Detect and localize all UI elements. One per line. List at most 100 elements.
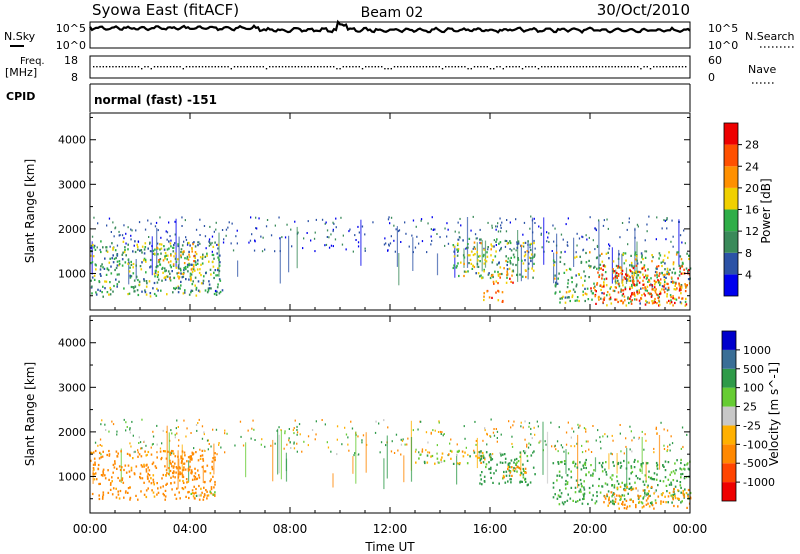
freq-point — [355, 66, 357, 68]
echo-cell — [208, 244, 210, 247]
echo-cell — [606, 304, 608, 307]
echo-cell — [162, 271, 164, 274]
echo-cell — [507, 468, 509, 471]
echo-cell — [143, 465, 145, 468]
echo-cell — [639, 469, 642, 472]
echo-cell — [640, 261, 642, 264]
echo-cell — [153, 252, 156, 255]
echo-cell — [676, 459, 678, 462]
echo-cell — [180, 256, 182, 259]
echo-cell — [632, 281, 634, 284]
echo-cell — [602, 301, 604, 304]
freq-point — [214, 66, 216, 68]
echo-cell — [602, 461, 604, 465]
freq-point — [256, 66, 258, 68]
echo-cell — [215, 291, 218, 294]
freq-point — [573, 66, 575, 68]
freq-point — [457, 66, 460, 68]
echo-cell — [225, 234, 227, 237]
echo-cell — [164, 278, 167, 281]
echo-cell — [672, 490, 675, 493]
echo-cell — [341, 443, 343, 446]
echo-cell — [538, 225, 540, 228]
echo-cell — [683, 495, 686, 498]
echo-cell — [452, 462, 455, 465]
echo-cell — [681, 265, 683, 268]
echo-cell — [519, 273, 521, 276]
echo-cell — [642, 480, 645, 483]
echo-cell — [628, 477, 631, 480]
echo-cell — [499, 461, 502, 464]
echo-cell — [505, 281, 508, 284]
freq-point — [336, 68, 338, 70]
echo-cell — [682, 494, 685, 497]
freq-point — [493, 68, 495, 70]
echo-cell — [688, 254, 690, 257]
echo-cell — [224, 451, 226, 454]
echo-cell — [354, 452, 356, 455]
echo-cell — [670, 299, 672, 302]
echo-cell — [559, 489, 561, 492]
echo-cell — [180, 254, 182, 257]
echo-cell — [108, 454, 111, 457]
echo-cell — [635, 487, 637, 490]
echo-cell — [506, 270, 508, 273]
echo-cell — [236, 229, 238, 232]
echo-cell — [491, 245, 493, 248]
echo-cell — [617, 482, 620, 485]
echo-cell — [582, 248, 585, 251]
echo-cell — [596, 494, 598, 498]
echo-cell — [94, 463, 96, 466]
echo-cell — [105, 280, 108, 283]
echo-cell — [278, 426, 280, 429]
echo-cell — [658, 272, 661, 275]
echo-cell — [141, 245, 144, 248]
echo-cell — [133, 287, 135, 290]
echo-cell — [150, 265, 152, 268]
echo-cell — [666, 429, 669, 432]
freq-point — [99, 66, 101, 68]
echo-cell — [152, 491, 155, 494]
echo-cell — [681, 472, 684, 476]
echo-cell — [199, 218, 201, 221]
echo-cell — [206, 464, 209, 467]
echo-cell — [643, 276, 645, 279]
echo-cell — [195, 252, 198, 256]
echo-cell — [283, 447, 285, 450]
echo-cell — [647, 484, 649, 487]
echo-cell — [286, 443, 288, 446]
echo-cell — [228, 221, 230, 224]
echo-cell — [492, 259, 494, 262]
echo-cell — [383, 243, 386, 246]
echo-cell — [120, 450, 122, 453]
echo-streak — [245, 442, 247, 478]
echo-cell — [506, 219, 508, 221]
echo-cell — [98, 457, 101, 460]
echo-cell — [143, 493, 146, 496]
echo-cell — [177, 243, 179, 246]
echo-cell — [510, 249, 513, 252]
echo-cell — [512, 281, 514, 284]
echo-cell — [262, 236, 264, 239]
echo-cell — [509, 277, 511, 280]
noise-left-tick-top: 10^5 — [56, 22, 86, 35]
power-data — [90, 215, 692, 307]
echo-cell — [177, 264, 180, 267]
echo-cell — [467, 453, 469, 456]
echo-cell — [179, 287, 181, 290]
echo-cell — [644, 494, 647, 497]
echo-cell — [456, 450, 459, 453]
echo-cell — [668, 273, 670, 276]
echo-cell — [688, 257, 690, 261]
echo-cell — [628, 279, 630, 282]
echo-cell — [486, 251, 488, 254]
echo-cell — [500, 224, 502, 227]
echo-streak — [202, 465, 204, 483]
freq-point — [534, 66, 536, 68]
echo-cell — [133, 244, 135, 247]
echo-cell — [184, 468, 187, 471]
echo-cell — [380, 441, 383, 444]
echo-cell — [198, 494, 201, 497]
echo-cell — [210, 445, 212, 448]
echo-cell — [538, 441, 540, 444]
